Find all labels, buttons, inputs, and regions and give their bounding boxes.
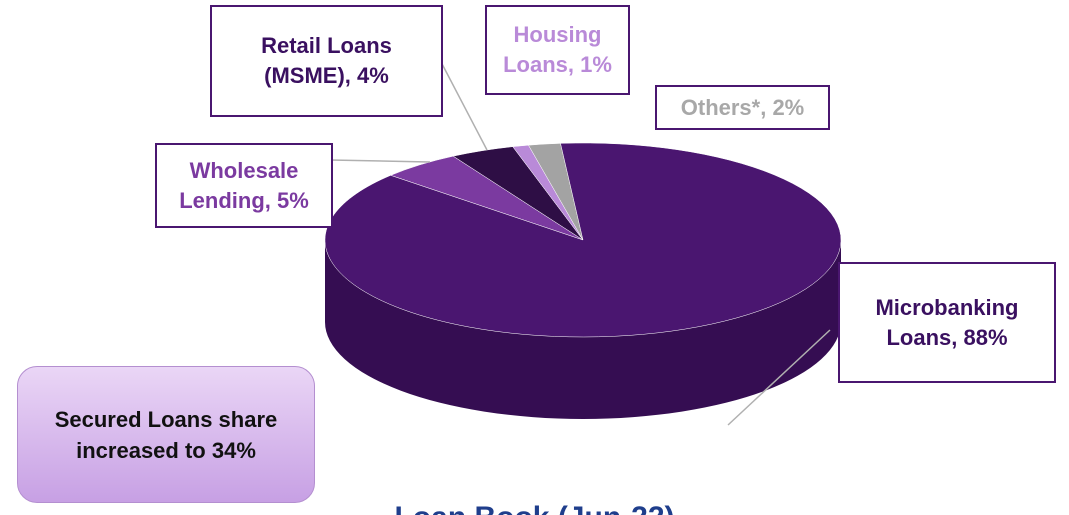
leader-line <box>439 59 488 151</box>
chart-title: Loan Book (Jun-22) <box>0 500 1069 515</box>
pie-side <box>325 240 841 419</box>
data-label: Wholesale Lending, 5% <box>155 143 333 228</box>
leader-lines <box>329 59 831 426</box>
pie-slices <box>324 142 842 338</box>
pie-slice <box>324 142 842 338</box>
data-label: Microbanking Loans, 88% <box>838 262 1056 383</box>
annotation: Secured Loans share increased to 34% <box>17 366 315 503</box>
pie-side-face <box>325 240 841 419</box>
data-label: Housing Loans, 1% <box>485 5 630 95</box>
leader-line <box>727 329 831 426</box>
data-label: Retail Loans (MSME), 4% <box>210 5 443 117</box>
data-label: Others*, 2% <box>655 85 830 130</box>
leader-line <box>329 159 431 163</box>
